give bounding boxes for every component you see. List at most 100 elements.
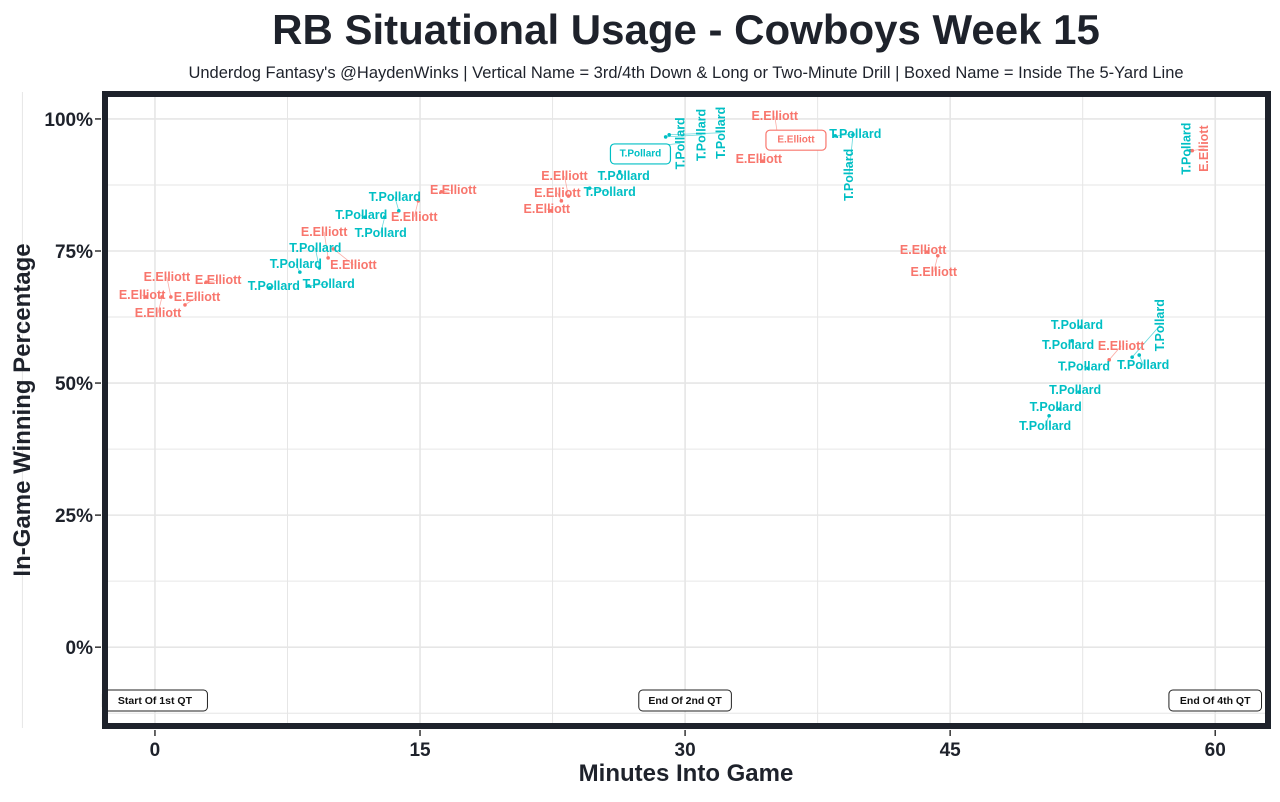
data-point-dot [298, 270, 302, 274]
point-label: E.Elliott [1098, 339, 1145, 353]
data-point-dot [204, 280, 208, 284]
data-point-dot [326, 256, 330, 260]
data-point-dot [587, 186, 592, 190]
data-point-dot [268, 286, 272, 290]
x-tick-label: 15 [409, 740, 431, 761]
data-point-dot [397, 209, 401, 213]
leader-line [314, 247, 320, 268]
point-label: E.Elliott [301, 225, 348, 239]
x-tick-label: 30 [675, 740, 696, 761]
data-point-dot [183, 303, 187, 307]
point-label: E.Elliott [900, 243, 947, 257]
annotation-label: Start Of 1st QT [118, 695, 193, 707]
panel-border [102, 91, 1271, 729]
data-point-dot [331, 247, 336, 251]
leader-line [323, 231, 329, 258]
chart-title: RB Situational Usage - Cowboys Week 15 [272, 6, 1100, 53]
leader-line [184, 296, 198, 306]
annotation-box [638, 689, 732, 712]
vertical-point-label: T.Pollard [1179, 123, 1193, 175]
leader-line [564, 175, 569, 197]
point-label: E.Elliott [195, 273, 242, 287]
data-point-dot [1047, 414, 1051, 418]
data-point-dot [1107, 358, 1111, 362]
leader-line [1108, 345, 1122, 361]
point-label: T.Pollard [1030, 400, 1082, 414]
leader-line [848, 134, 854, 175]
data-point-dot [559, 199, 564, 203]
annotations: Start Of 1st QT End Of 2nd QT End Of 4th Q… [101, 689, 1263, 712]
point-label: T.Pollard [1019, 419, 1071, 433]
leader-line [394, 196, 400, 211]
leader-line [665, 134, 702, 138]
grid [21, 92, 1270, 728]
point-label: E.Elliott [144, 270, 191, 284]
point-label: T.Pollard [1117, 358, 1169, 372]
data-point-dot [1057, 407, 1062, 411]
data-point-dot [1077, 390, 1081, 394]
y-axis-label: In-Game Winning Percentage [9, 243, 36, 576]
data-point-dot [851, 132, 855, 137]
data-point-dot [382, 215, 387, 219]
point-label: E.Elliott [751, 109, 798, 123]
point-label: E.Elliott [135, 306, 182, 320]
vertical-point-label: E.Elliott [1197, 125, 1211, 172]
data-point-dot [160, 295, 164, 299]
leader-line [166, 276, 172, 298]
point-label: T.Pollard [1051, 318, 1103, 332]
data-point-dot [925, 250, 929, 254]
data-point-dot [1086, 366, 1090, 371]
data-point-dot [363, 215, 368, 219]
point-label: T.Pollard [248, 279, 300, 293]
vertical-point-label: T.Pollard [1153, 299, 1167, 351]
y-tick-label: 100% [44, 110, 93, 131]
point-label: E.Elliott [736, 152, 783, 166]
data-point-dot [1070, 339, 1074, 343]
data-point-dot [667, 132, 671, 137]
leader-line [441, 189, 454, 193]
data-point-dot [416, 199, 421, 203]
chart-subtitle: Underdog Fantasy's @HaydenWinks | Vertic… [188, 64, 1183, 82]
boxed-point-label: T.Pollard [620, 148, 662, 159]
data-point-dot [1137, 353, 1142, 357]
x-tick-label: 0 [150, 740, 161, 761]
data-point-dot [617, 169, 622, 174]
point-label: T.Pollard [289, 241, 341, 255]
point-label: T.Pollard [598, 169, 650, 183]
vertical-point-label: T.Pollard [714, 107, 728, 159]
point-label: E.Elliott [534, 186, 581, 200]
data-point-dot [1079, 325, 1083, 329]
leader-line [333, 248, 354, 266]
data-point-dot [169, 295, 173, 299]
data-point-dot [833, 134, 838, 138]
x-tick-label: 45 [940, 740, 962, 761]
vertical-point-label: T.Pollard [842, 149, 856, 201]
data-point-dot [1130, 355, 1134, 359]
data-point-dot [1190, 148, 1195, 153]
boxed-point-label: E.Elliott [777, 135, 815, 146]
data-point-dot [548, 209, 553, 213]
point-label: E.Elliott [524, 202, 571, 216]
leader-line [413, 200, 419, 217]
point-label: E.Elliott [330, 258, 377, 272]
data-point-dot [306, 284, 311, 288]
axes: 0 15 30 45 60 0% 25% 50% 75% 100% [44, 110, 1225, 761]
vertical-point-label: T.Pollard [695, 109, 709, 161]
vertical-point-label: T.Pollard [673, 117, 687, 169]
leader-line [157, 296, 163, 314]
leader-line [1192, 148, 1205, 152]
point-label: T.Pollard [335, 208, 387, 222]
point-labels: T.Pollard E.Elliott E.Elliott E.Elliott E.El… [119, 107, 1211, 433]
point-label: E.Elliott [174, 290, 221, 304]
leader-line [308, 283, 329, 287]
leader-line [380, 217, 386, 234]
y-tick-label: 25% [55, 506, 93, 527]
data-point-dot [566, 194, 571, 198]
point-label: T.Pollard [1058, 359, 1110, 373]
leader-line [669, 132, 722, 136]
point-label: T.Pollard [369, 190, 421, 204]
point-label: T.Pollard [303, 277, 355, 291]
annotation-label: End Of 2nd QT [648, 695, 722, 707]
data-point-dot [663, 135, 668, 139]
